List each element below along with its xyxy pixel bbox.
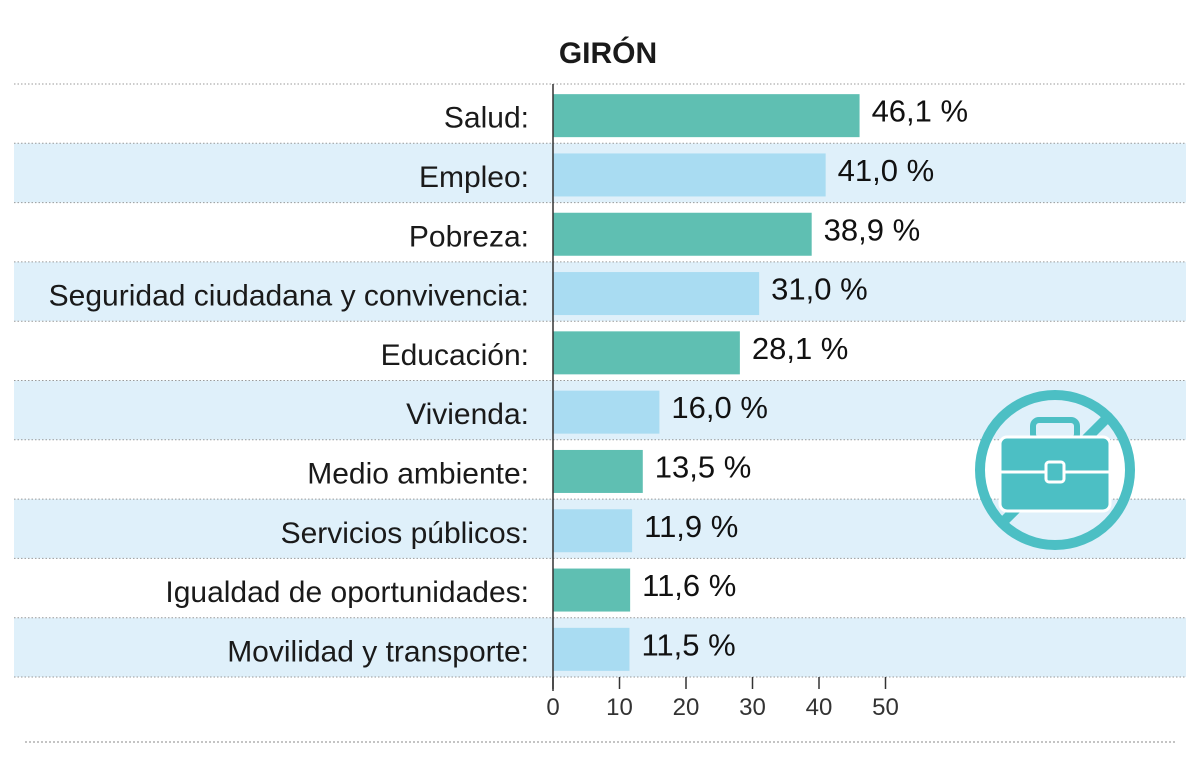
bars-group: Salud: 46,1 % Empleo: 41,0 % Pobreza: 38,9 % S…	[49, 94, 968, 671]
bar	[553, 153, 826, 197]
category-label: Pobreza:	[409, 220, 529, 253]
category-label: Salud:	[444, 102, 529, 135]
category-label: Vivienda:	[406, 398, 529, 431]
category-label: Medio ambiente:	[307, 457, 529, 490]
no-briefcase-icon	[975, 390, 1135, 550]
category-label: Empleo:	[419, 161, 529, 194]
value-label: 38,9 %	[824, 212, 921, 247]
x-axis: 0 10 20 30 40 50	[546, 84, 899, 721]
bar	[553, 568, 631, 612]
x-tick-label: 30	[739, 694, 766, 721]
bar	[553, 509, 633, 553]
bar	[553, 449, 643, 493]
category-label: Seguridad ciudadana y convivencia:	[49, 280, 529, 313]
x-tick-label: 10	[606, 694, 633, 721]
x-tick-label: 20	[673, 694, 700, 721]
category-label: Igualdad de oportunidades:	[165, 576, 529, 609]
value-label: 11,5 %	[641, 627, 735, 662]
value-label: 28,1 %	[752, 331, 849, 366]
value-label: 31,0 %	[771, 272, 868, 307]
value-label: 46,1 %	[872, 94, 969, 129]
bar	[553, 390, 660, 434]
bar	[553, 272, 760, 316]
value-label: 11,6 %	[642, 568, 736, 603]
bar	[553, 627, 630, 671]
category-label: Servicios públicos:	[281, 517, 529, 550]
bar	[553, 331, 740, 375]
bar	[553, 94, 860, 138]
chart-title: GIRÓN	[559, 36, 657, 70]
x-tick-label: 0	[546, 694, 559, 721]
value-label: 16,0 %	[671, 390, 768, 425]
category-label: Educación:	[381, 339, 529, 372]
x-tick-label: 40	[806, 694, 833, 721]
category-label: Movilidad y transporte:	[227, 635, 529, 668]
x-tick-label: 50	[872, 694, 899, 721]
value-label: 41,0 %	[838, 153, 935, 188]
value-label: 11,9 %	[644, 509, 738, 544]
bar	[553, 212, 812, 256]
value-label: 13,5 %	[655, 449, 752, 484]
